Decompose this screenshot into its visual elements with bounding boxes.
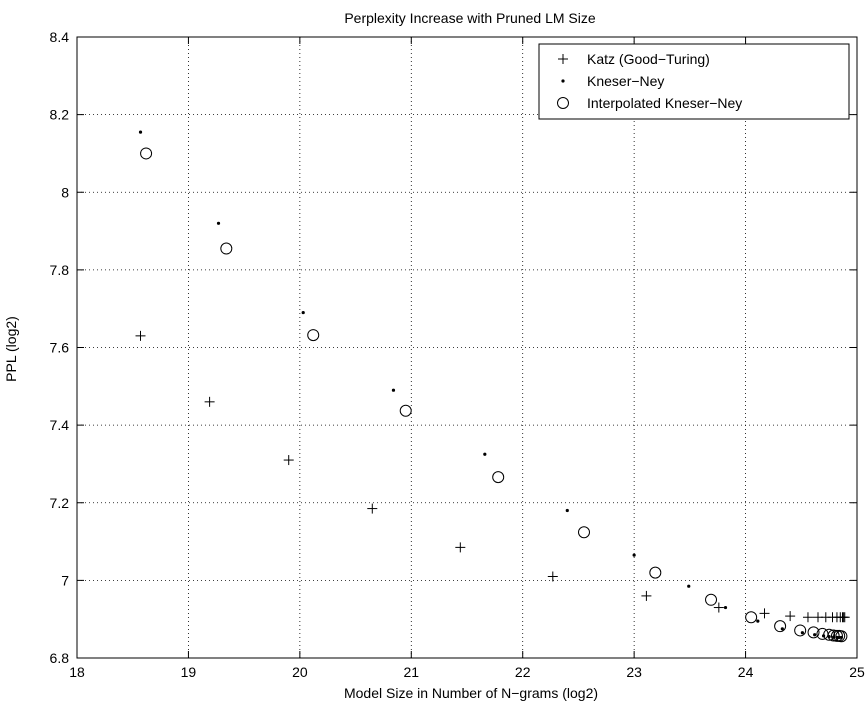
dot-data-point bbox=[723, 605, 728, 610]
dot-data-point bbox=[138, 130, 143, 134]
x-axis-title: Model Size in Number of N−grams (log2) bbox=[344, 685, 598, 701]
y-tick-label: 8.2 bbox=[50, 107, 70, 123]
circle-data-point bbox=[705, 593, 718, 606]
legend-marker bbox=[561, 79, 565, 83]
plus-data-point bbox=[641, 590, 652, 601]
circle-data-point bbox=[794, 624, 807, 637]
y-tick-label: 7.8 bbox=[50, 262, 70, 278]
circle-data-point bbox=[399, 404, 412, 417]
legend-box bbox=[538, 43, 850, 120]
circle-data-point bbox=[578, 526, 590, 539]
plus-data-point bbox=[547, 571, 558, 582]
plus-data-point bbox=[204, 396, 215, 407]
circle-data-point bbox=[492, 471, 505, 484]
circle-data-point bbox=[307, 329, 320, 342]
plus-data-point bbox=[759, 608, 770, 619]
legend-marker bbox=[557, 97, 569, 109]
y-axis-title: PPL (log2) bbox=[3, 316, 19, 382]
dot-data-point bbox=[813, 633, 817, 637]
circle-data-point bbox=[745, 611, 758, 624]
circle-data-point bbox=[823, 628, 836, 641]
y-tick-label: 8.4 bbox=[50, 29, 70, 45]
plus-data-point bbox=[455, 542, 466, 553]
dot-data-point bbox=[391, 388, 396, 392]
legend-marker bbox=[558, 54, 568, 64]
plus-data-point bbox=[135, 330, 146, 341]
circle-data-point bbox=[774, 620, 787, 633]
dot-data-point bbox=[687, 584, 691, 588]
y-tick-label: 6.8 bbox=[50, 650, 70, 666]
data-points bbox=[135, 130, 850, 643]
legend-label: Katz (Good−Turing) bbox=[587, 51, 710, 67]
circle-data-point bbox=[140, 147, 153, 160]
dot-data-point bbox=[756, 619, 760, 623]
legend-label: Interpolated Kneser−Ney bbox=[587, 95, 742, 111]
legend: Katz (Good−Turing) Kneser−Ney Interpolated… bbox=[538, 43, 850, 120]
plus-data-point bbox=[367, 503, 378, 514]
dot-data-point bbox=[483, 452, 487, 456]
x-tick-label: 23 bbox=[626, 664, 642, 680]
legend-label: Kneser−Ney bbox=[587, 73, 664, 89]
plus-data-point bbox=[839, 612, 850, 623]
y-tick-label: 7.4 bbox=[50, 417, 70, 433]
circle-data-point bbox=[649, 566, 662, 579]
circle-data-point bbox=[807, 626, 820, 639]
dot-data-point bbox=[565, 508, 569, 513]
dot-data-point bbox=[301, 310, 305, 315]
y-tick-label: 7 bbox=[61, 572, 69, 588]
plus-data-point bbox=[283, 455, 294, 466]
y-tick-label: 8 bbox=[61, 184, 69, 200]
dot-data-point bbox=[780, 627, 784, 631]
circle-data-point bbox=[220, 242, 233, 255]
x-tick-label: 18 bbox=[69, 664, 85, 680]
circle-data-point bbox=[827, 629, 840, 642]
circle-data-point bbox=[835, 630, 848, 643]
x-tick-label: 19 bbox=[181, 664, 197, 680]
x-tick-label: 24 bbox=[738, 664, 754, 680]
x-tick-label: 22 bbox=[515, 664, 531, 680]
y-tick-label: 7.2 bbox=[50, 495, 70, 511]
plus-data-point bbox=[802, 612, 813, 623]
x-tick-label: 25 bbox=[849, 664, 865, 680]
plus-data-point bbox=[713, 602, 724, 613]
dot-data-point bbox=[216, 221, 221, 225]
plus-data-point bbox=[785, 611, 796, 622]
chart-title: Perplexity Increase with Pruned LM Size bbox=[344, 10, 596, 26]
dot-data-point bbox=[632, 553, 636, 557]
x-tick-label: 21 bbox=[403, 664, 419, 680]
x-tick-label: 20 bbox=[292, 664, 308, 680]
y-tick-label: 7.6 bbox=[50, 340, 70, 356]
axis-ticks: 18 19 20 21 22 23 24 25 6.8 7 7.2 7.4 7.6 7.8 8 8.2 8.4 bbox=[50, 29, 865, 680]
dot-data-point bbox=[800, 631, 805, 635]
